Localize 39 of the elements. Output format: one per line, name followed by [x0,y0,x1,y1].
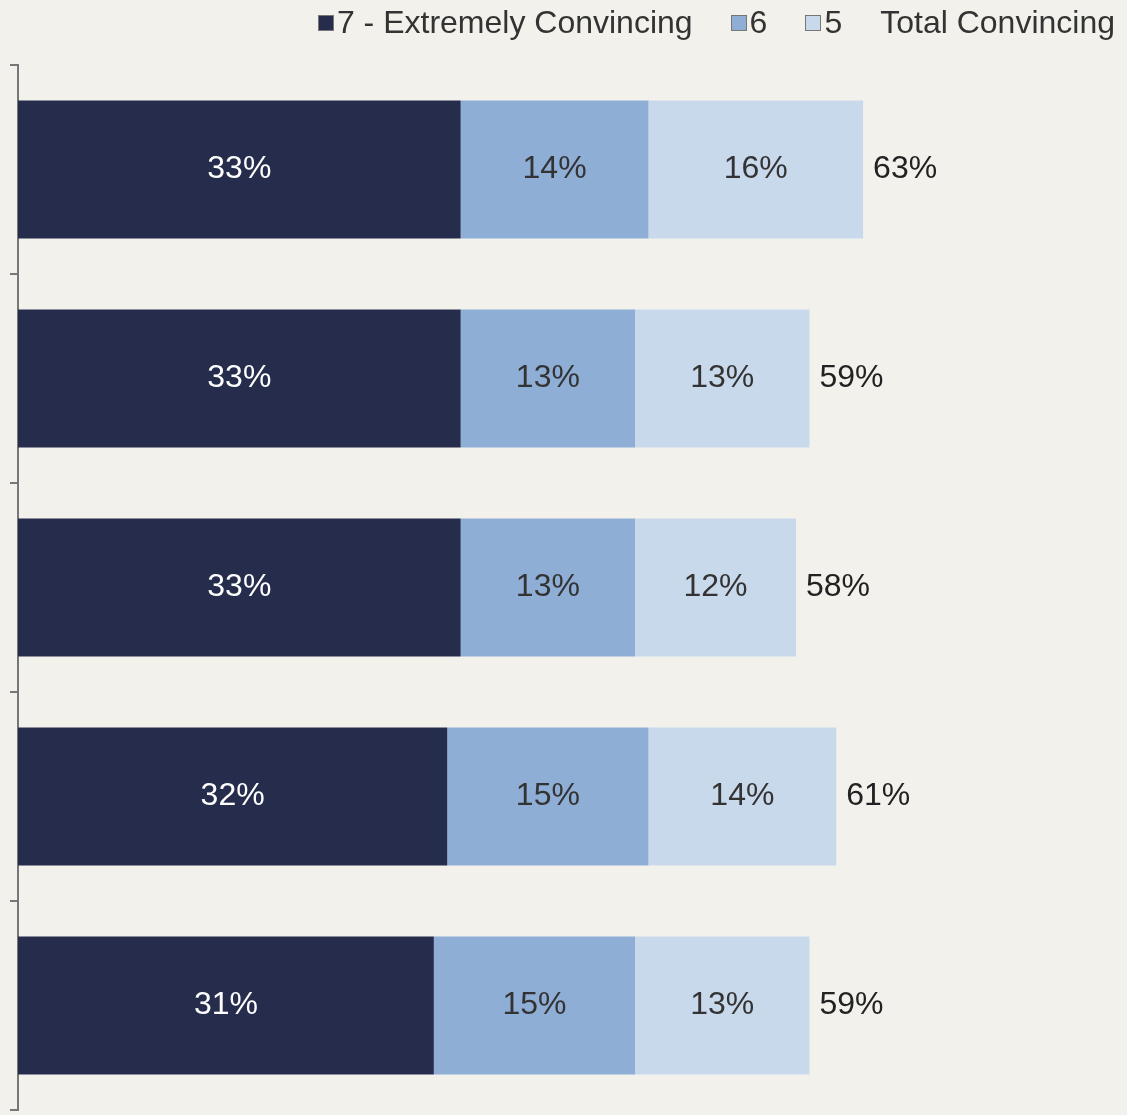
total-label: 58% [806,567,871,604]
data-label: 33% [207,358,272,395]
text: Total Convincing [880,4,1115,41]
legend-label: 6 [749,4,768,41]
data-label: 13% [515,567,580,604]
bar [460,518,636,657]
bar [447,727,649,866]
legend-label: 5 [824,4,843,41]
data-label: 16% [723,149,788,186]
total-label: 63% [873,149,938,186]
data-label: 15% [502,985,567,1022]
bar [18,309,461,448]
data-label: 33% [207,567,272,604]
data-label: 14% [522,149,587,186]
data-label: 32% [200,776,265,813]
data-label: 14% [710,776,775,813]
data-label: 13% [690,358,755,395]
data-label: 31% [193,985,258,1022]
bar [460,309,636,448]
bar [18,518,461,657]
bar [635,518,797,657]
bar [648,100,864,239]
bar [460,100,649,239]
bar [433,936,636,1075]
total-label: 61% [846,776,911,813]
total-label: 59% [819,985,884,1022]
total-label: 59% [819,358,884,395]
bar [18,727,448,866]
data-label: 12% [683,567,748,604]
bar [635,309,810,448]
data-label: 13% [690,985,755,1022]
data-label: 13% [515,358,580,395]
legend-label: 7 - Extremely Convincing [336,4,693,41]
data-label: 33% [207,149,272,186]
bar [18,100,461,239]
bar [648,727,837,866]
bar [18,936,434,1075]
data-label: 15% [515,776,580,813]
bar [635,936,810,1075]
